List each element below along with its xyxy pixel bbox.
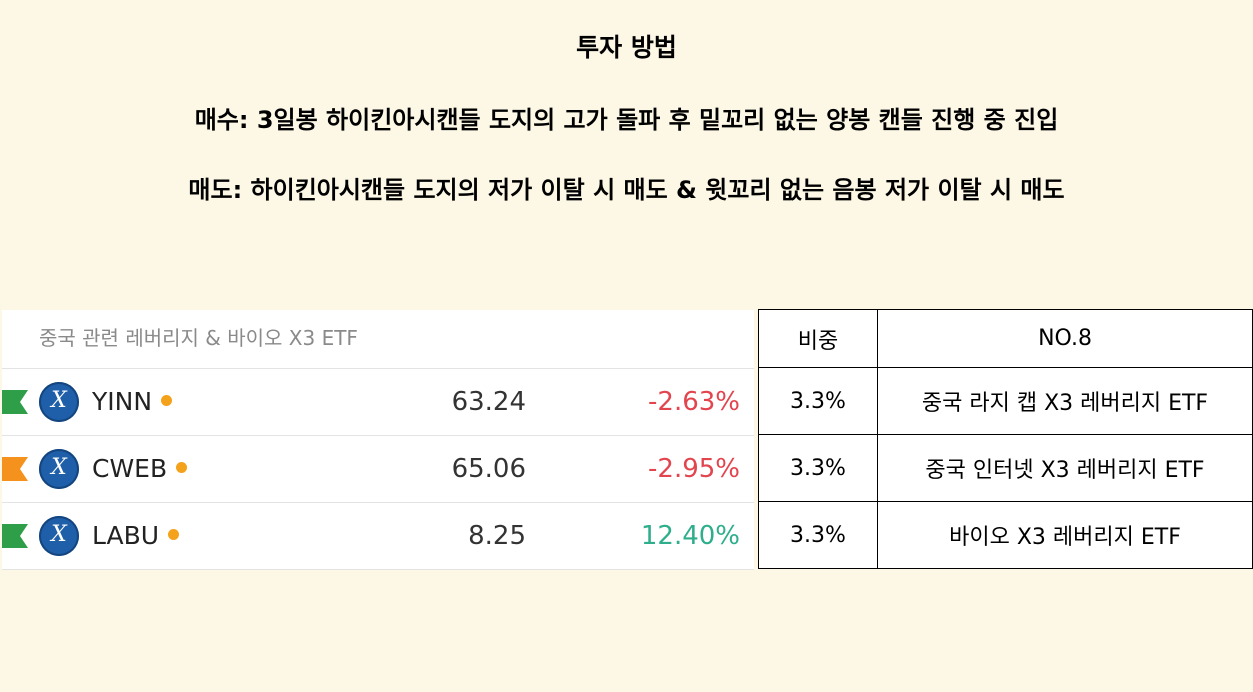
weight-cell: 3.3% xyxy=(758,501,878,569)
price-value: 8.25 xyxy=(468,521,526,551)
table-row: 3.3% 중국 인터넷 X3 레버리지 ETF xyxy=(758,434,1253,502)
etf-logo-icon: X xyxy=(39,449,79,489)
green-flag-icon xyxy=(2,524,28,548)
allocation-header-row: 비중 NO.8 xyxy=(758,309,1253,368)
etf-name-cell: 중국 라지 캡 X3 레버리지 ETF xyxy=(877,367,1253,435)
watchlist-row-cweb[interactable]: X CWEB 65.06 -2.95% xyxy=(2,435,754,502)
watchlist-title: 중국 관련 레버리지 & 바이오 X3 ETF xyxy=(39,326,358,350)
watchlist-panel: 중국 관련 레버리지 & 바이오 X3 ETF X YINN 63.24 -2.… xyxy=(2,310,754,570)
sell-rule-text: 매도: 하이킨아시캔들 도지의 저가 이탈 시 매도 & 윗꼬리 없는 음봉 저… xyxy=(188,176,1065,204)
etf-logo-icon: X xyxy=(39,382,79,422)
weight-cell: 3.3% xyxy=(758,367,878,435)
orange-flag-icon xyxy=(2,457,28,481)
status-dot-icon xyxy=(176,462,188,473)
etf-name-cell: 바이오 X3 레버리지 ETF xyxy=(877,501,1253,569)
green-flag-icon xyxy=(2,390,28,414)
change-percent: -2.95% xyxy=(648,454,740,484)
portfolio-header: NO.8 xyxy=(877,309,1253,368)
weight-cell: 3.3% xyxy=(758,434,878,502)
weight-header: 비중 xyxy=(758,309,878,368)
change-percent: -2.63% xyxy=(648,387,740,417)
ticker-symbol[interactable]: YINN xyxy=(92,369,173,435)
price-value: 63.24 xyxy=(451,387,526,417)
price-value: 65.06 xyxy=(451,454,526,484)
buy-rule-text: 매수: 3일봉 하이킨아시캔들 도지의 고가 돌파 후 밑꼬리 없는 양봉 캔들… xyxy=(194,106,1059,134)
status-dot-icon xyxy=(168,529,180,540)
allocation-table: 비중 NO.8 3.3% 중국 라지 캡 X3 레버리지 ETF 3.3% 중국… xyxy=(758,309,1253,569)
status-dot-icon xyxy=(161,395,173,406)
ticker-symbol[interactable]: CWEB xyxy=(92,436,188,502)
table-row: 3.3% 중국 라지 캡 X3 레버리지 ETF xyxy=(758,367,1253,435)
watchlist-row-yinn[interactable]: X YINN 63.24 -2.63% xyxy=(2,368,754,435)
table-row: 3.3% 바이오 X3 레버리지 ETF xyxy=(758,501,1253,569)
ticker-symbol[interactable]: LABU xyxy=(92,503,180,569)
page-title: 투자 방법 xyxy=(576,33,677,62)
change-percent: 12.40% xyxy=(640,521,740,551)
etf-logo-icon: X xyxy=(39,516,79,556)
etf-name-cell: 중국 인터넷 X3 레버리지 ETF xyxy=(877,434,1253,502)
watchlist-row-labu[interactable]: X LABU 8.25 12.40% xyxy=(2,502,754,570)
